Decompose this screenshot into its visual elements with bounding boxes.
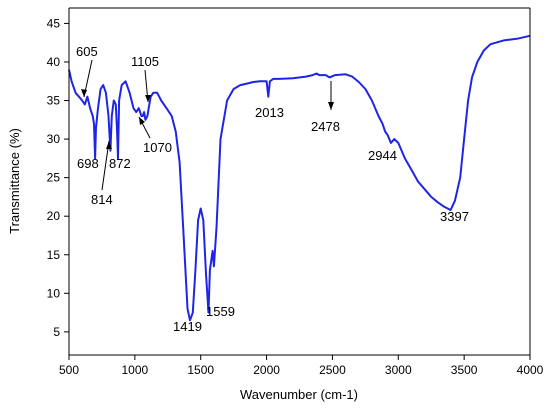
- y-tick-label: 35: [47, 94, 61, 108]
- plot-layer: [68, 34, 531, 322]
- y-tick-label: 10: [47, 286, 61, 300]
- x-tick-label: 3500: [451, 363, 478, 377]
- spectrum-line: [68, 34, 531, 322]
- annotation-arrows: [81, 59, 334, 191]
- y-axis-ticks: 5 10 15 20 25 30 35 40 45: [47, 16, 69, 339]
- arrowhead-1070: [139, 117, 145, 125]
- axes-layer: [68, 7, 531, 356]
- annotation-605: 605: [76, 44, 98, 59]
- annotation-698: 698: [77, 156, 99, 171]
- y-tick-label: 45: [47, 16, 61, 30]
- x-tick-label: 1000: [122, 363, 149, 377]
- annotation-1559: 1559: [206, 304, 235, 319]
- arrowhead-2478: [328, 102, 334, 110]
- y-tick-label: 5: [53, 325, 60, 339]
- annotation-2478: 2478: [311, 119, 340, 134]
- arrowhead-605: [81, 89, 87, 97]
- annotations-layer: 605 698 814 872 1070 1105 1419 1559 2013…: [76, 44, 469, 334]
- x-axis-ticks: 500 1000 1500 2000 2500 3000 3500 4000: [59, 355, 544, 377]
- arrowhead-814: [106, 141, 112, 149]
- arrowhead-1105: [145, 95, 151, 102]
- annotation-3397: 3397: [440, 209, 469, 224]
- annotation-1070: 1070: [143, 140, 172, 155]
- y-tick-label: 15: [47, 248, 61, 262]
- y-tick-label: 25: [47, 171, 61, 185]
- annotation-1105: 1105: [131, 54, 159, 69]
- annotation-2013: 2013: [255, 105, 284, 120]
- arrow-814: [101, 140, 110, 191]
- y-tick-label: 40: [47, 55, 61, 69]
- y-tick-label: 20: [47, 209, 61, 223]
- y-axis-title: Transmittance (%): [7, 128, 22, 234]
- annotation-872: 872: [109, 156, 131, 171]
- x-tick-label: 4000: [517, 363, 544, 377]
- x-tick-label: 2500: [319, 363, 346, 377]
- x-tick-label: 500: [59, 363, 79, 377]
- x-tick-label: 2000: [253, 363, 280, 377]
- annotation-814: 814: [91, 192, 113, 207]
- annotation-1419: 1419: [173, 319, 202, 334]
- x-axis-title: Wavenumber (cm-1): [240, 387, 358, 402]
- y-tick-label: 30: [47, 132, 61, 146]
- x-tick-label: 3000: [385, 363, 412, 377]
- x-tick-label: 1500: [187, 363, 214, 377]
- annotation-2944: 2944: [368, 148, 397, 163]
